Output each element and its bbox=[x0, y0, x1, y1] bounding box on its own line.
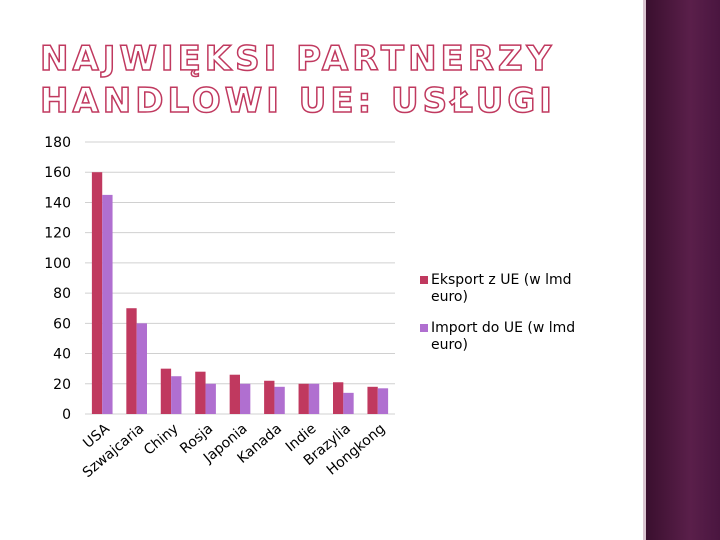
bar bbox=[160, 368, 172, 414]
bar bbox=[333, 382, 344, 414]
bar bbox=[136, 323, 147, 414]
bar bbox=[102, 194, 113, 414]
bar bbox=[343, 392, 354, 414]
y-tick-label: 40 bbox=[53, 347, 71, 363]
chart: 020406080100120140160180USASzwajcariaChi… bbox=[44, 135, 395, 481]
legend-label: Eksport z UE (w lmd euro) bbox=[431, 272, 572, 305]
bar bbox=[274, 386, 285, 414]
x-tick-label: Chiny bbox=[141, 421, 182, 459]
chart-title: NAJWIĘKSI PARTNERZY HANDLOWI UE: USŁUGI bbox=[39, 38, 556, 122]
legend-label: Import do UE (w lmd euro) bbox=[431, 320, 576, 353]
bar bbox=[229, 374, 240, 414]
bar bbox=[195, 371, 206, 414]
bar bbox=[91, 172, 103, 414]
y-tick-label: 20 bbox=[53, 377, 71, 393]
y-tick-label: 60 bbox=[53, 316, 71, 332]
y-tick-label: 140 bbox=[44, 195, 71, 211]
side-bar bbox=[643, 0, 720, 540]
bar bbox=[264, 380, 275, 414]
legend-entry: Eksport z UE (w lmd euro) bbox=[420, 272, 611, 306]
bar bbox=[377, 388, 389, 414]
y-tick-label: 80 bbox=[53, 286, 71, 302]
legend-swatch bbox=[420, 276, 428, 284]
bar bbox=[205, 383, 216, 414]
bar bbox=[367, 386, 378, 414]
y-tick-label: 100 bbox=[44, 256, 71, 272]
y-tick-label: 0 bbox=[62, 407, 71, 423]
bar bbox=[126, 308, 137, 414]
legend-entry: Import do UE (w lmd euro) bbox=[420, 320, 611, 354]
bar bbox=[240, 383, 251, 414]
bar bbox=[308, 383, 320, 414]
bar bbox=[298, 383, 309, 414]
y-tick-label: 160 bbox=[44, 165, 71, 181]
legend-swatch bbox=[420, 324, 428, 332]
bar bbox=[171, 376, 182, 414]
y-tick-label: 120 bbox=[44, 226, 71, 242]
y-tick-label: 180 bbox=[44, 135, 71, 151]
